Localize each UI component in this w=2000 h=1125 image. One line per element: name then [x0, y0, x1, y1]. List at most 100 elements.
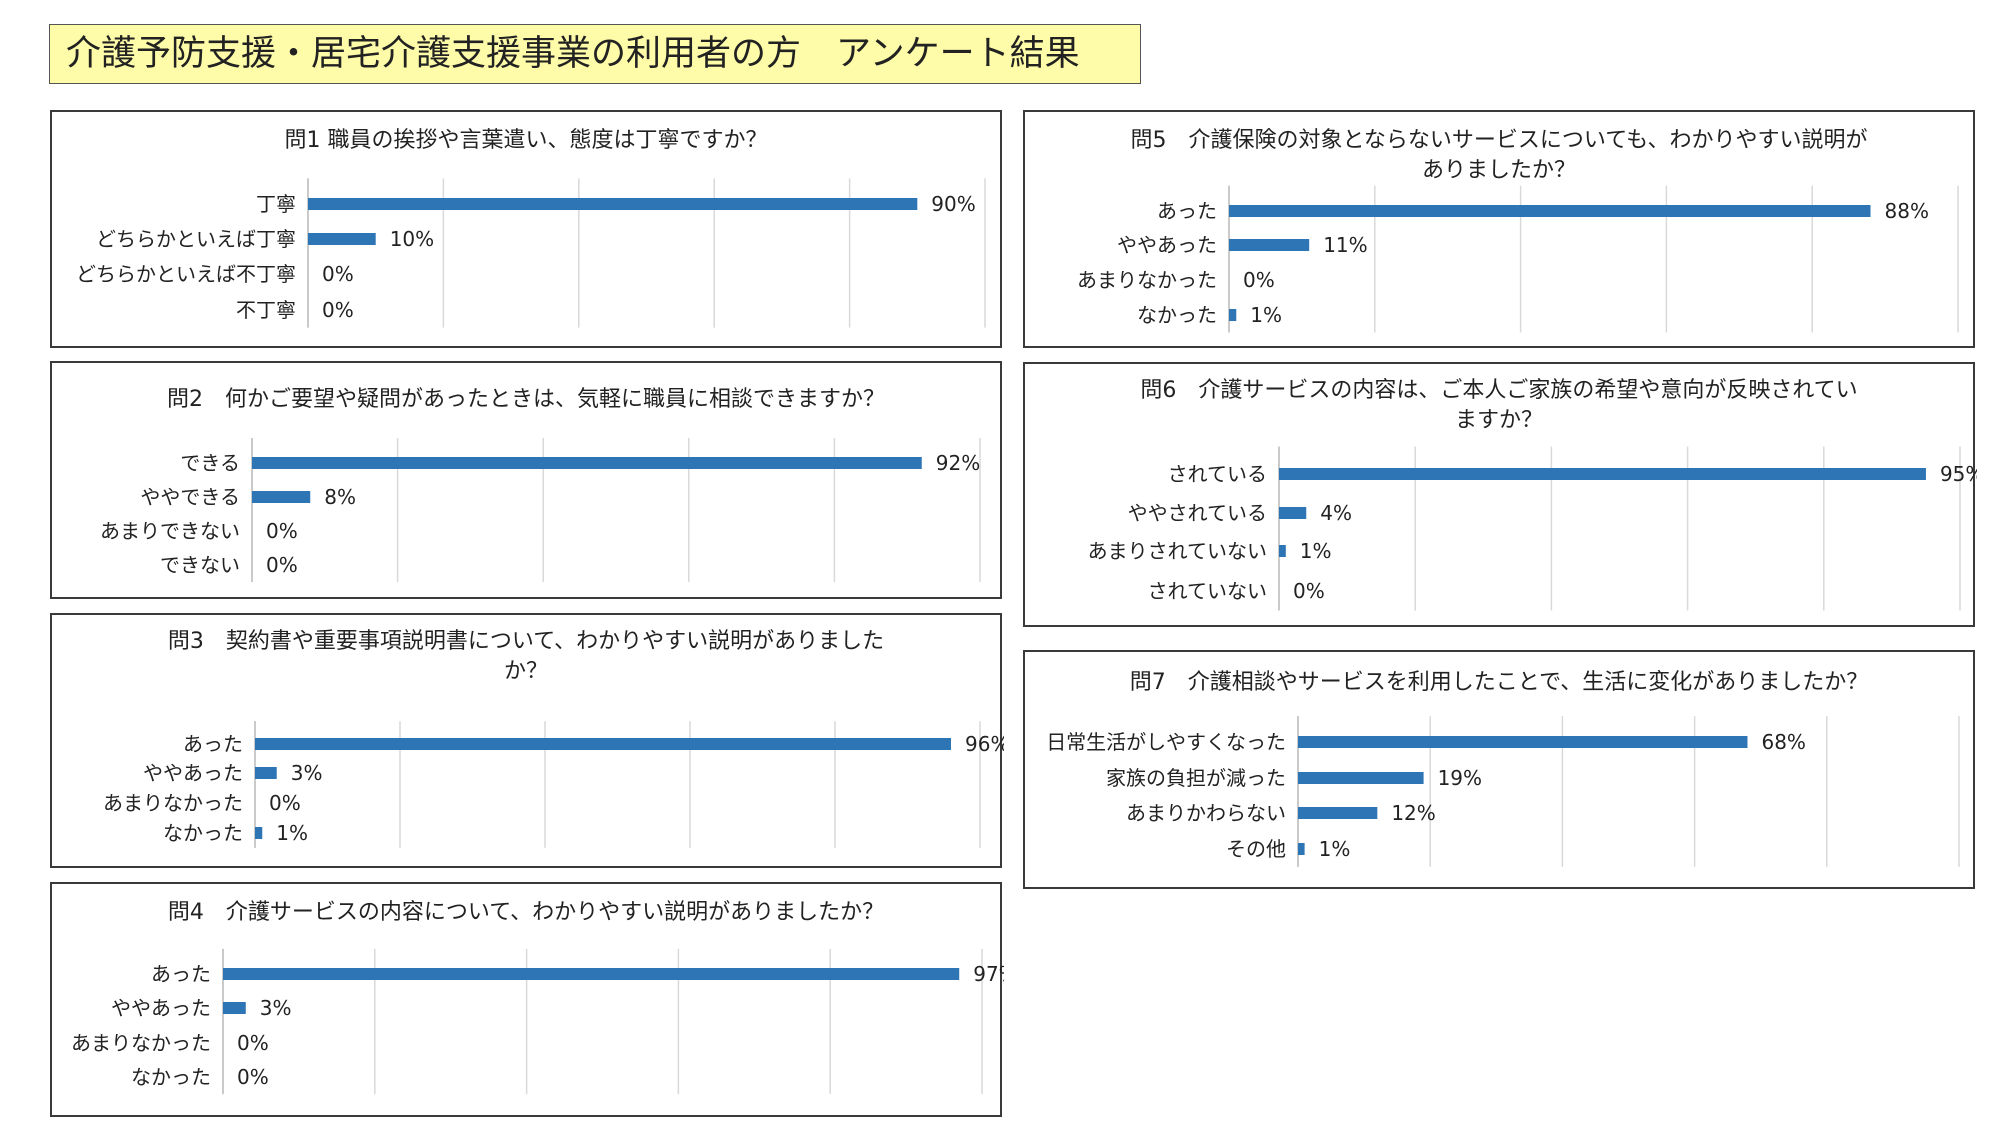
bar — [1298, 807, 1378, 819]
category-label: 不丁寧 — [236, 298, 296, 322]
bar — [1279, 507, 1307, 519]
chart-title-line: 問2 何かご要望や疑問があったときは、気軽に職員に相談できますか？ — [167, 387, 885, 412]
value-label: 1% — [276, 821, 308, 845]
value-label: 0% — [237, 1065, 269, 1089]
bar — [255, 767, 277, 779]
bar — [1279, 545, 1286, 557]
bar — [308, 233, 376, 245]
chart-svg-q6: されている 95% ややされている 4% あまりされていない 1% されていない 0% — [1088, 446, 1977, 611]
category-label: されている — [1168, 462, 1267, 486]
category-label: あまりできない — [100, 519, 240, 543]
chart-title-line: ますか？ — [1454, 408, 1543, 433]
bar — [1298, 772, 1424, 784]
value-label: 0% — [1243, 268, 1275, 292]
value-label: 68% — [1761, 730, 1805, 754]
category-label: ややあった — [1117, 233, 1217, 257]
category-label: あまりかわらない — [1126, 801, 1286, 825]
category-label: どちらかといえば不丁寧 — [76, 262, 296, 286]
category-label: あった — [183, 732, 243, 756]
value-label: 1% — [1250, 303, 1282, 327]
chart-title-line: 問7 介護相談やサービスを利用したことで、生活に変化がありましたか？ — [1129, 670, 1869, 695]
chart-title: 問4 介護サービスの内容について、わかりやすい説明がありましたか？ — [52, 898, 1000, 928]
chart-title: 問3 契約書や重要事項説明書について、わかりやすい説明がありました か？ — [52, 627, 1000, 687]
value-label: 4% — [1320, 501, 1352, 525]
value-label: 0% — [322, 262, 354, 286]
category-label: できる — [180, 451, 240, 475]
value-label: 3% — [291, 761, 323, 785]
value-label: 0% — [322, 298, 354, 322]
bar — [252, 491, 311, 503]
value-label: 11% — [1323, 233, 1367, 257]
value-label: 92% — [936, 451, 980, 475]
chart-title: 問5 介護保険の対象とならないサービスについても、わかりやすい説明が ありましたか… — [1025, 126, 1973, 186]
value-label: 1% — [1319, 837, 1351, 861]
chart-svg-q2: できる 92% ややできる 8% あまりできない 0% できない 0% — [100, 438, 981, 582]
category-label: ややされている — [1128, 501, 1267, 525]
category-label: 家族の負担が減った — [1106, 766, 1286, 790]
category-label: ややできる — [140, 485, 240, 509]
category-label: あった — [151, 962, 211, 986]
bar — [1229, 239, 1310, 251]
chart-panel-q6: 問6 介護サービスの内容は、ご本人ご家族の希望や意向が反映されてい ますか？ されて… — [1023, 362, 1977, 627]
chart-title-line: 問6 介護サービスの内容は、ご本人ご家族の希望や意向が反映されてい — [1140, 378, 1858, 403]
category-label: ややあった — [143, 761, 243, 785]
category-label: なかった — [131, 1065, 211, 1089]
chart-panel-q2: 問2 何かご要望や疑問があったときは、気軽に職員に相談できますか？ できる 92% や… — [50, 361, 1002, 599]
value-label: 0% — [237, 1031, 269, 1055]
page-title: 介護予防支援・居宅介護支援事業の利用者の方 アンケート結果 — [49, 24, 1141, 84]
chart-svg-q5: あった 88% ややあった 11% あまりなかった 0% なかった 1% — [1077, 185, 1959, 333]
value-label: 90% — [931, 192, 975, 216]
category-label: あった — [1157, 199, 1217, 223]
bar — [1229, 309, 1237, 321]
value-label: 10% — [390, 227, 434, 251]
value-label: 97% — [973, 962, 1004, 986]
bar — [1298, 736, 1748, 748]
bar — [1229, 205, 1871, 217]
bar — [255, 738, 951, 750]
chart-title-line: 問5 介護保険の対象とならないサービスについても、わかりやすい説明が — [1130, 128, 1868, 153]
value-label: 96% — [965, 732, 1004, 756]
value-label: 8% — [324, 485, 356, 509]
category-label: 丁寧 — [256, 192, 296, 216]
chart-panel-q5: 問5 介護保険の対象とならないサービスについても、わかりやすい説明が ありましたか… — [1023, 110, 1975, 348]
category-label: あまりなかった — [103, 791, 243, 815]
chart-panel-q1: 問1 職員の挨拶や言葉遣い、態度は丁寧ですか？ 丁寧 90% どちらかといえば丁寧 10… — [50, 110, 1002, 348]
chart-svg-q3: あった 96% ややあった 3% あまりなかった 0% なかった 1% — [103, 721, 1004, 848]
value-label: 0% — [266, 553, 298, 577]
value-label: 88% — [1885, 199, 1929, 223]
chart-panel-q4: 問4 介護サービスの内容について、わかりやすい説明がありましたか？ あった 97% や… — [50, 882, 1004, 1117]
value-label: 0% — [266, 519, 298, 543]
chart-title-line: か？ — [503, 659, 548, 684]
chart-title: 問6 介護サービスの内容は、ご本人ご家族の希望や意向が反映されてい ますか？ — [1025, 376, 1973, 436]
chart-title: 問7 介護相談やサービスを利用したことで、生活に変化がありましたか？ — [1025, 668, 1973, 698]
bar — [1279, 468, 1926, 480]
chart-title-line: 問4 介護サービスの内容について、わかりやすい説明がありましたか？ — [167, 900, 885, 925]
value-label: 0% — [269, 791, 301, 815]
category-label: されていない — [1148, 579, 1267, 603]
chart-svg-q1: 丁寧 90% どちらかといえば丁寧 10% どちらかといえば不丁寧 0% 不丁寧 0% — [76, 178, 986, 328]
chart-title: 問1 職員の挨拶や言葉遣い、態度は丁寧ですか？ — [52, 126, 1000, 156]
chart-title: 問2 何かご要望や疑問があったときは、気軽に職員に相談できますか？ — [52, 385, 1000, 415]
category-label: 日常生活がしやすくなった — [1046, 730, 1286, 754]
category-label: なかった — [1137, 303, 1217, 327]
value-label: 1% — [1300, 539, 1332, 563]
category-label: ややあった — [111, 996, 211, 1020]
value-label: 95% — [1940, 462, 1977, 486]
chart-title-line: ありましたか？ — [1421, 158, 1576, 183]
chart-title-line: 問1 職員の挨拶や言葉遣い、態度は丁寧ですか？ — [284, 128, 768, 153]
category-label: できない — [160, 553, 240, 577]
bar — [223, 968, 960, 980]
bar — [1298, 843, 1305, 855]
category-label: あまりなかった — [1077, 268, 1217, 292]
chart-svg-q7: 日常生活がしやすくなった 68% 家族の負担が減った 19% あまりかわらない 12% その… — [1046, 716, 1960, 867]
category-label: なかった — [163, 821, 243, 845]
category-label: あまりされていない — [1088, 539, 1267, 563]
value-label: 19% — [1438, 766, 1482, 790]
category-label: その他 — [1226, 837, 1286, 861]
category-label: どちらかといえば丁寧 — [96, 227, 296, 251]
chart-panel-q3: 問3 契約書や重要事項説明書について、わかりやすい説明がありました か？ あった 96… — [50, 613, 1004, 868]
value-label: 3% — [260, 996, 292, 1020]
bar — [252, 457, 922, 469]
chart-svg-q4: あった 97% ややあった 3% あまりなかった 0% なかった 0% — [71, 948, 1004, 1095]
bar — [255, 827, 263, 839]
